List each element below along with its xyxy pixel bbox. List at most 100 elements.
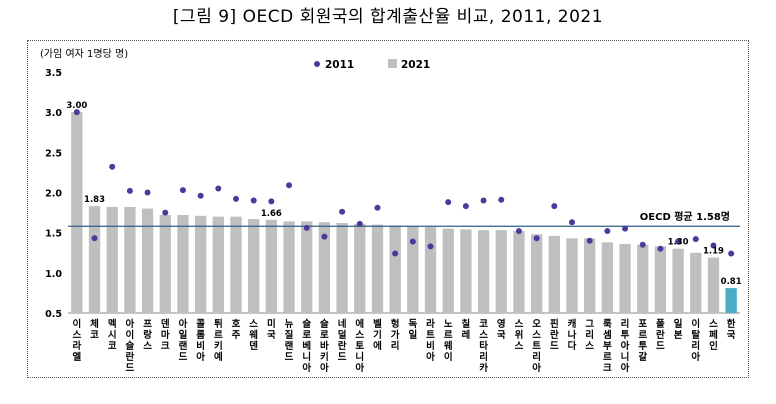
dot-2011	[515, 228, 522, 235]
bar-2021	[513, 231, 525, 313]
dot-2011	[374, 204, 381, 211]
dot-2011	[162, 209, 169, 216]
dot-2011	[339, 208, 346, 215]
y-tick-label: 1.5	[45, 229, 62, 240]
dot-2011	[445, 199, 452, 206]
y-tick-label: 2.0	[45, 189, 62, 200]
dot-2011	[533, 235, 540, 242]
bar-2021	[159, 214, 171, 313]
dot-2011	[126, 187, 133, 194]
dot-2011	[197, 192, 204, 199]
bar-2021	[601, 242, 614, 313]
bar-2021	[707, 257, 720, 313]
oecd-average-label: OECD 평균 1.58명	[640, 210, 730, 223]
dot-2011	[427, 243, 434, 250]
dot-2011	[179, 187, 186, 194]
y-axis-unit-label: (가임 여자 1명당 명)	[40, 47, 128, 60]
bar-2021	[71, 112, 83, 314]
bar-2021	[566, 238, 578, 313]
data-label: 1.30	[668, 238, 689, 248]
dot-2011	[710, 242, 717, 249]
bar-2021	[194, 215, 207, 313]
dot-2011	[586, 237, 593, 244]
bar-2021	[177, 214, 189, 313]
dot-2011	[144, 189, 151, 196]
y-tick-label: 2.5	[45, 148, 62, 159]
figure-title: [그림 9] OECD 회원국의 합계출산율 비교, 2011, 2021	[172, 7, 604, 27]
bar-2021	[230, 216, 242, 313]
bar-2021	[619, 243, 631, 313]
data-label: 0.81	[721, 277, 742, 287]
chart-frame: (가임 여자 1명당 명) 0.5 1.0 1.5 2.0 2.5 3.0 3.5 OECD 평…	[27, 40, 749, 378]
bar-2021	[460, 229, 472, 313]
dot-2011	[109, 163, 116, 170]
bar-2021	[672, 248, 684, 313]
dot-2011	[286, 182, 293, 189]
bar-2021	[690, 252, 702, 313]
dot-2011	[233, 195, 239, 202]
bar-2021	[725, 288, 737, 313]
dot-2011	[250, 197, 257, 204]
dot-2011	[622, 225, 629, 232]
bar-2021	[283, 221, 295, 313]
dot-2011	[692, 236, 699, 243]
dot-2011	[569, 219, 575, 226]
y-tick-label: 1.0	[45, 269, 62, 280]
dot-2011	[392, 250, 399, 257]
dot-2011	[321, 233, 328, 240]
data-label: 1.19	[703, 247, 724, 257]
bar-2021	[124, 206, 136, 313]
dot-2011	[215, 185, 222, 192]
bar-2021	[530, 234, 543, 313]
data-label: 1.66	[261, 209, 282, 219]
dot-2011	[73, 109, 80, 116]
dot-2011	[268, 198, 275, 205]
y-tick-label: 0.5	[45, 309, 62, 320]
legend-marker-2011	[314, 61, 320, 67]
bar-2021	[141, 208, 154, 313]
dot-2011	[639, 241, 646, 248]
bar-2021	[477, 230, 490, 313]
bar-2021	[265, 219, 278, 313]
bar-2021	[548, 235, 560, 313]
dot-2011	[462, 203, 469, 210]
dot-2011	[303, 224, 310, 231]
bar-2021	[318, 222, 331, 313]
data-label: 1.83	[84, 195, 105, 205]
bar-2021	[424, 227, 437, 313]
bar-2021	[336, 223, 348, 313]
dot-2011	[657, 245, 664, 252]
bar-2021	[354, 223, 366, 313]
fertility-chart: (가임 여자 1명당 명) 0.5 1.0 1.5 2.0 2.5 3.0 3.5 OECD 평…	[40, 47, 742, 374]
bar-2021	[495, 230, 507, 313]
y-tick-label: 3.0	[45, 108, 62, 119]
bar-2021	[407, 226, 419, 313]
